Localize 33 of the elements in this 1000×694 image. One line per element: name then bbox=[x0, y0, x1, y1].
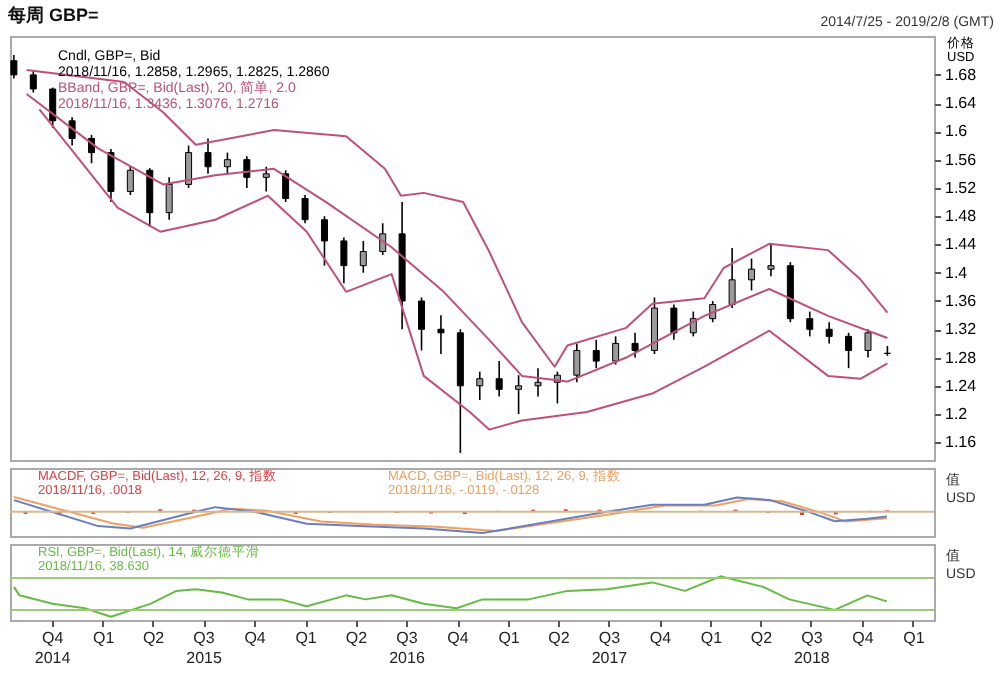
x-tick-label: Q1 bbox=[295, 629, 318, 647]
x-tick-label: Q2 bbox=[548, 629, 571, 647]
x-tick-label: Q4 bbox=[244, 629, 267, 647]
y-tick-label: 1.68 bbox=[945, 65, 978, 84]
y-tick-label: 1.2 bbox=[945, 405, 969, 424]
x-tick-label: Q4 bbox=[852, 629, 875, 647]
y-tick-label: 1.32 bbox=[945, 320, 978, 339]
chart-title: 每周 GBP= bbox=[6, 5, 99, 25]
x-tick-label: Q4 2014 bbox=[34, 629, 72, 667]
y-tick-label: 1.16 bbox=[945, 433, 978, 452]
y-tick-label: 1.52 bbox=[945, 178, 978, 197]
x-tick-label: Q3 2015 bbox=[186, 629, 223, 667]
x-tick-label: Q1 bbox=[498, 629, 521, 647]
y-tick-label: 1.24 bbox=[945, 376, 978, 395]
x-tick-label: Q1 bbox=[92, 629, 116, 647]
y-tick-label: 1.28 bbox=[945, 348, 978, 367]
x-tick-label: Q3 2018 bbox=[794, 629, 831, 667]
x-tick-label: Q2 bbox=[345, 629, 369, 647]
x-tick-label: Q3 2017 bbox=[591, 629, 629, 667]
x-tick-label: Q2 bbox=[750, 629, 774, 647]
x-tick-label: Q4 bbox=[447, 629, 470, 647]
x-tick-label: Q2 bbox=[142, 629, 166, 647]
y-tick-label: 1.36 bbox=[945, 292, 978, 310]
y-tick-label: 1.6 bbox=[945, 122, 969, 141]
y-tick-label: 1.64 bbox=[945, 94, 978, 113]
x-tick-label: Q1 bbox=[700, 629, 724, 647]
y-tick-label: 1.48 bbox=[945, 207, 978, 226]
y-tick-label: 1.4 bbox=[945, 263, 969, 282]
y-tick-label: 1.44 bbox=[945, 235, 978, 254]
y-tick-label: 1.56 bbox=[945, 150, 978, 169]
x-tick-label: Q3 2016 bbox=[389, 629, 426, 667]
x-tick-label: Q1 bbox=[903, 629, 926, 647]
x-tick-label: Q4 bbox=[649, 629, 673, 647]
